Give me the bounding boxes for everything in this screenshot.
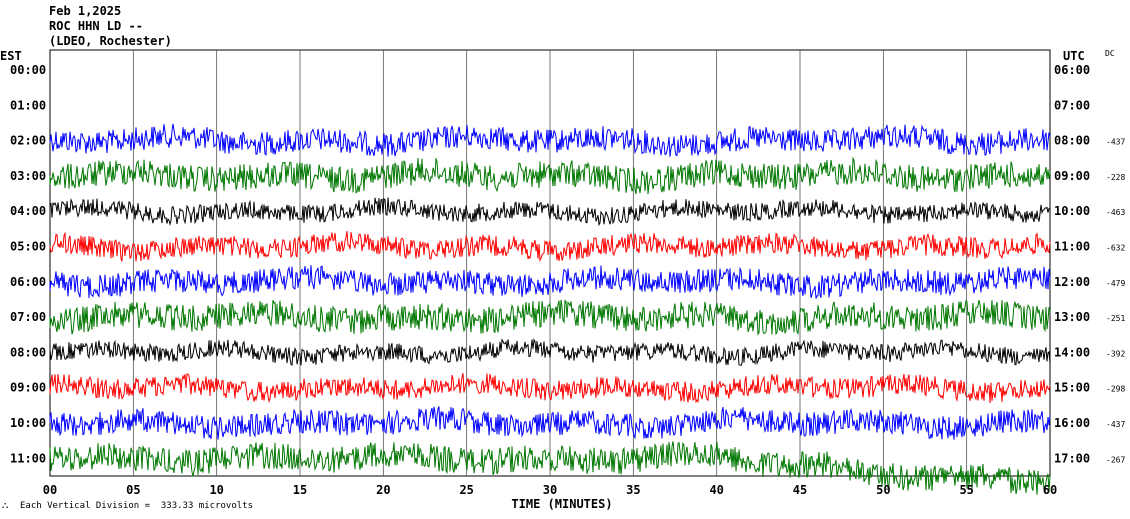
trace-line (49, 406, 1051, 440)
dc-value-label: -437 (1106, 420, 1125, 429)
est-tick-label: 08:00 (10, 345, 46, 359)
scale-note: Each Vertical Division = 333.33 microvol… (20, 501, 253, 511)
utc-axis-label: UTC (1063, 49, 1085, 63)
est-tick-label: 05:00 (10, 240, 46, 254)
trace-line (49, 197, 1051, 227)
x-tick-label: 05 (126, 483, 140, 497)
dc-value-label: -632 (1106, 244, 1125, 253)
utc-tick-label: 14:00 (1054, 345, 1090, 359)
dc-value-label: -392 (1106, 349, 1125, 358)
dc-value-label: -479 (1106, 279, 1125, 288)
dc-value-label: -228 (1106, 173, 1125, 182)
x-tick-label: 50 (876, 483, 890, 497)
dc-value-label: -267 (1106, 455, 1125, 464)
trace-line (49, 231, 1051, 263)
x-tick-label: 30 (543, 483, 557, 497)
utc-tick-label: 15:00 (1054, 381, 1090, 395)
utc-tick-label: 12:00 (1054, 275, 1090, 289)
x-axis-label: TIME (MINUTES) (511, 497, 612, 511)
utc-tick-label: 07:00 (1054, 98, 1090, 112)
est-axis-label: EST (0, 49, 22, 63)
trace-line (49, 123, 1051, 157)
utc-tick-label: 06:00 (1054, 63, 1090, 77)
trace-line (49, 441, 1051, 495)
x-tick-label: 35 (626, 483, 640, 497)
est-tick-label: 06:00 (10, 275, 46, 289)
dc-axis-label: DC (1105, 49, 1115, 58)
x-tick-label: 55 (959, 483, 973, 497)
x-tick-label: 20 (376, 483, 390, 497)
x-tick-label: 25 (459, 483, 473, 497)
utc-tick-label: 09:00 (1054, 169, 1090, 183)
x-tick-label: 00 (43, 483, 57, 497)
est-tick-label: 00:00 (10, 63, 46, 77)
utc-tick-label: 16:00 (1054, 416, 1090, 430)
est-tick-label: 07:00 (10, 310, 46, 324)
x-tick-label: 60 (1043, 483, 1057, 497)
utc-tick-label: 10:00 (1054, 204, 1090, 218)
est-tick-label: 09:00 (10, 381, 46, 395)
est-tick-label: 11:00 (10, 451, 46, 465)
dc-value-label: -463 (1106, 208, 1125, 217)
utc-tick-label: 17:00 (1054, 451, 1090, 465)
dc-value-label: -298 (1106, 385, 1125, 394)
est-tick-label: 01:00 (10, 98, 46, 112)
trace-line (49, 373, 1051, 404)
x-tick-label: 10 (209, 483, 223, 497)
utc-tick-label: 13:00 (1054, 310, 1090, 324)
trace-line (49, 265, 1051, 299)
x-tick-label: 45 (793, 483, 807, 497)
est-tick-label: 03:00 (10, 169, 46, 183)
x-tick-label: 40 (709, 483, 723, 497)
utc-tick-label: 08:00 (1054, 134, 1090, 148)
dc-value-label: -251 (1106, 314, 1125, 323)
network-label: (LDEO, Rochester) (49, 34, 172, 48)
date-label: Feb 1,2025 (49, 4, 122, 18)
trace-line (49, 156, 1051, 195)
trace-line (49, 299, 1051, 336)
est-tick-label: 02:00 (10, 134, 46, 148)
est-tick-label: 10:00 (10, 416, 46, 430)
scale-icon: ⛬ (2, 501, 9, 511)
est-tick-label: 04:00 (10, 204, 46, 218)
trace-line (49, 338, 1051, 366)
dc-value-label: -437 (1106, 138, 1125, 147)
station-label: ROC HHN LD -- (49, 19, 143, 33)
x-tick-label: 15 (293, 483, 307, 497)
utc-tick-label: 11:00 (1054, 240, 1090, 254)
